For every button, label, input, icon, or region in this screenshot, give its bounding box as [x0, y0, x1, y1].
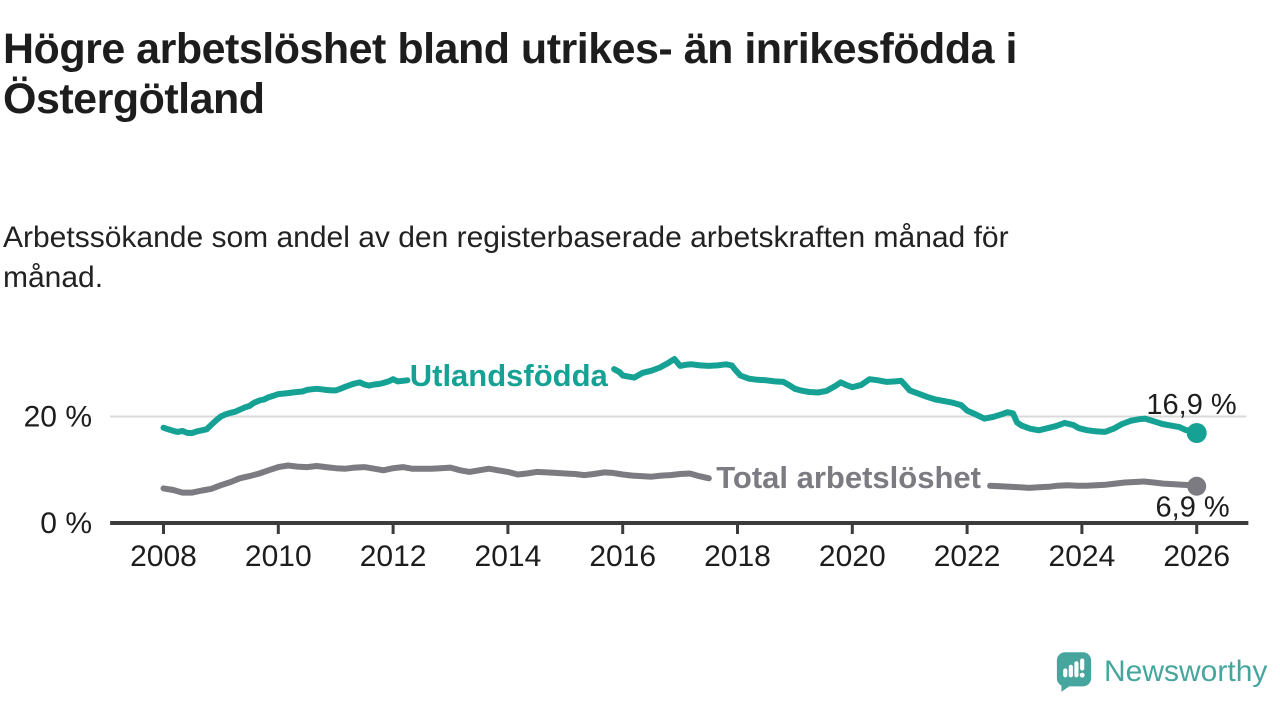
- chart-subtitle: Arbetssökande som andel av den registerb…: [3, 221, 1009, 294]
- x-tick-label: 2022: [934, 540, 1001, 573]
- series-label: Total arbetslöshet: [716, 460, 981, 495]
- x-tick-label: 2008: [130, 540, 197, 573]
- series-end-dot: [1186, 423, 1207, 444]
- newsworthy-logo-icon: [1056, 652, 1092, 692]
- x-tick-label: 2018: [704, 540, 771, 573]
- newsworthy-logo-text: Newsworthy: [1104, 655, 1268, 688]
- series-line: [987, 478, 1200, 491]
- x-tick-label: 2012: [360, 540, 427, 573]
- series-line: [160, 376, 411, 436]
- x-tick-label: 2016: [589, 540, 656, 573]
- series-label: Utlandsfödda: [410, 358, 609, 393]
- x-tick-label: 2024: [1049, 540, 1116, 573]
- x-tick-label: 2026: [1163, 540, 1230, 573]
- y-tick-label: 20 %: [24, 401, 92, 434]
- chart-title: Högre arbetslöshet bland utrikes- än inr…: [3, 25, 1017, 123]
- y-tick-label: 0 %: [40, 507, 92, 540]
- newsworthy-logo: Newsworthy: [1056, 651, 1267, 693]
- x-tick-label: 2020: [819, 540, 886, 573]
- series-line: [611, 356, 1200, 436]
- series-end-label: 6,9 %: [1156, 491, 1230, 523]
- x-tick-label: 2010: [245, 540, 312, 573]
- series-line: [160, 462, 712, 496]
- series-end-label: 16,9 %: [1146, 389, 1236, 421]
- series-end-dot: [1187, 476, 1207, 496]
- x-tick-label: 2014: [475, 540, 542, 573]
